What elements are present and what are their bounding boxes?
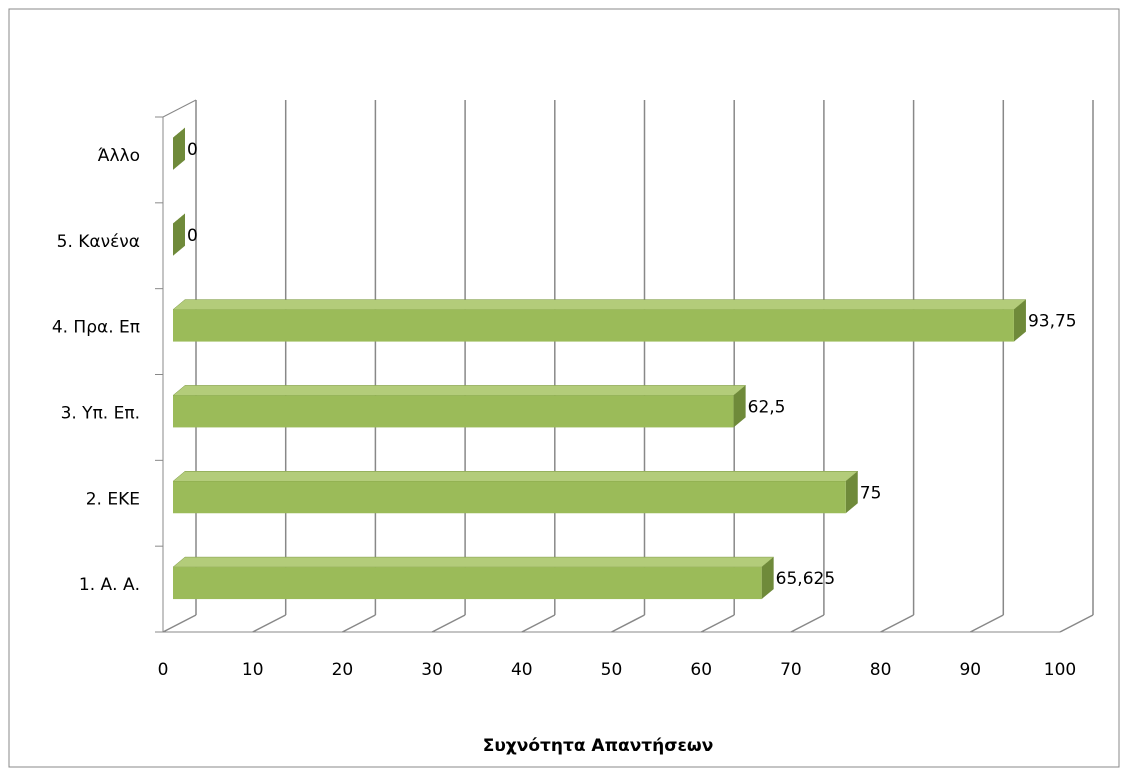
- data-label: 0: [187, 226, 198, 246]
- x-tick-label: 50: [601, 660, 623, 680]
- y-tick-label: 2. ΕΚΕ: [86, 489, 140, 509]
- x-tick-label: 0: [158, 660, 169, 680]
- bar: [173, 567, 762, 599]
- data-label: 93,75: [1028, 312, 1077, 332]
- data-label: 65,625: [776, 569, 835, 589]
- x-tick-label: 40: [511, 660, 533, 680]
- y-tick-label: Άλλο: [98, 146, 140, 166]
- data-label: 0: [187, 140, 198, 160]
- y-tick-label: 5. Κανένα: [57, 232, 140, 252]
- x-tick-label: 70: [780, 660, 802, 680]
- bar: [173, 481, 846, 513]
- data-label: 62,5: [748, 397, 786, 417]
- x-tick-label: 100: [1044, 660, 1076, 680]
- x-tick-label: 20: [332, 660, 354, 680]
- data-label: 75: [860, 483, 882, 503]
- bar: [173, 395, 734, 427]
- x-tick-label: 80: [870, 660, 892, 680]
- y-tick-label: 1. Α. Α.: [79, 575, 140, 595]
- y-tick-label: 4. Πρα. Επ: [52, 318, 140, 338]
- bar-top: [173, 471, 858, 481]
- x-tick-label: 60: [690, 660, 712, 680]
- bar-top: [173, 557, 774, 567]
- bar: [173, 310, 1014, 342]
- x-axis-title: Συχνότητα Απαντήσεων: [483, 736, 714, 756]
- x-tick-label: 90: [959, 660, 981, 680]
- x-tick-label: 10: [242, 660, 264, 680]
- bar-top: [173, 300, 1026, 310]
- bar-top: [173, 385, 746, 395]
- y-tick-label: 3. Υπ. Επ.: [61, 403, 140, 423]
- x-tick-label: 30: [421, 660, 443, 680]
